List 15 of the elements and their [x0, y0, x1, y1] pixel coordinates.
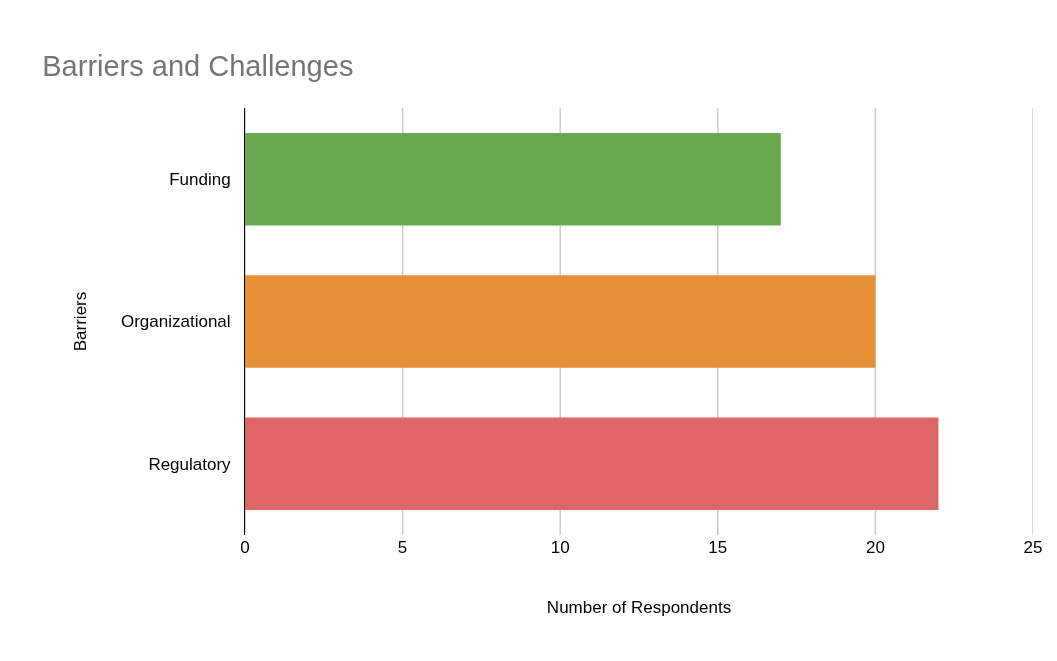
y-tick-label: Organizational: [120, 312, 231, 332]
chart-title: Barriers and Challenges: [42, 50, 354, 83]
x-tick-label: 5: [397, 538, 408, 557]
x-tick-label: 15: [708, 538, 728, 557]
y-tick-label: Funding: [169, 170, 231, 190]
x-tick-label: 20: [865, 538, 885, 557]
bar: [245, 275, 876, 368]
x-tick-label: 25: [1023, 538, 1043, 557]
x-tick-label: 10: [550, 538, 570, 557]
bar: [245, 132, 781, 226]
bar: [245, 417, 939, 511]
x-tick-label: 0: [240, 538, 250, 557]
x-axis-title: Number of Respondents: [546, 598, 732, 618]
y-tick-label: Regulatory: [148, 454, 232, 474]
y-axis-title: Barriers: [70, 291, 90, 352]
